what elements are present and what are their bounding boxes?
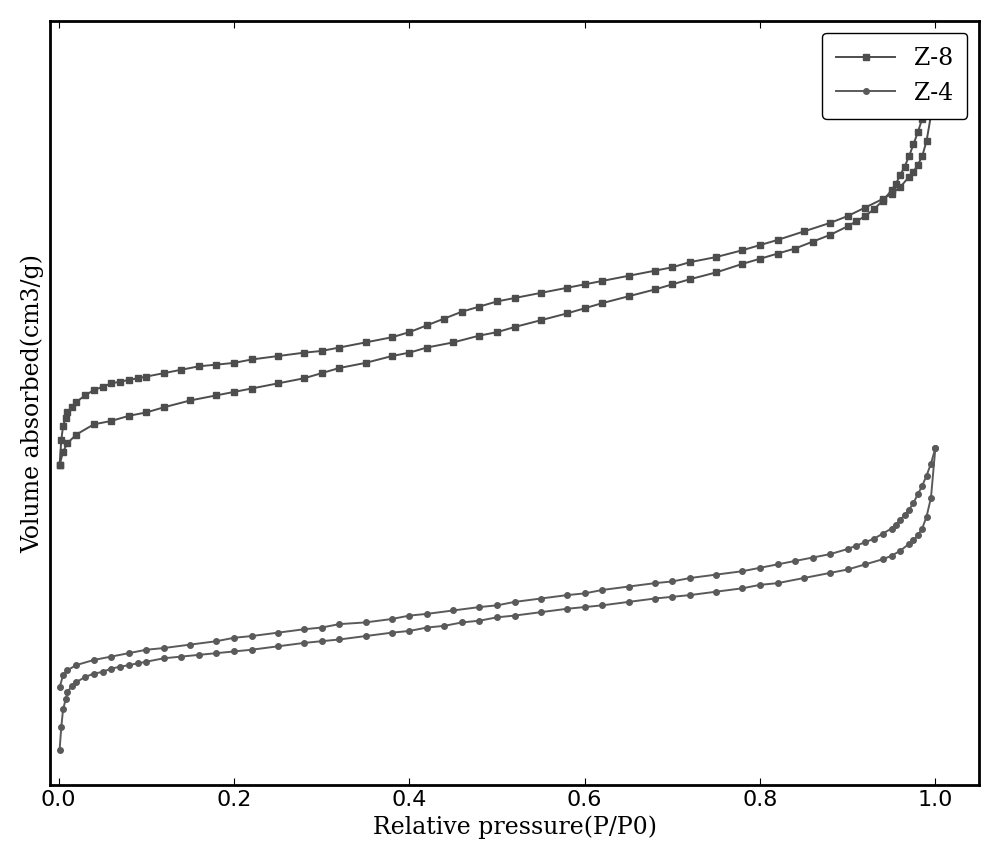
- Z-8: [246, 354, 258, 365]
- Z-4: [193, 649, 205, 660]
- Z-4: [228, 646, 240, 656]
- Legend: Z-8, Z-4: Z-8, Z-4: [822, 33, 967, 119]
- Z-8: [158, 368, 170, 378]
- Z-8: [929, 51, 941, 61]
- Z-4: [105, 663, 117, 673]
- Z-4: [54, 746, 66, 756]
- Z-4: [158, 653, 170, 663]
- Z-8: [54, 460, 66, 470]
- Z-4: [246, 645, 258, 655]
- Z-8: [105, 378, 117, 389]
- Z-4: [929, 443, 941, 453]
- Z-8: [596, 276, 608, 286]
- X-axis label: Relative pressure(P/P0): Relative pressure(P/P0): [373, 815, 657, 839]
- Z-4: [596, 600, 608, 611]
- Line: Z-8: Z-8: [56, 52, 939, 469]
- Line: Z-4: Z-4: [57, 445, 938, 753]
- Z-8: [228, 358, 240, 368]
- Z-8: [193, 361, 205, 372]
- Y-axis label: Volume absorbed(cm3/g): Volume absorbed(cm3/g): [21, 254, 44, 552]
